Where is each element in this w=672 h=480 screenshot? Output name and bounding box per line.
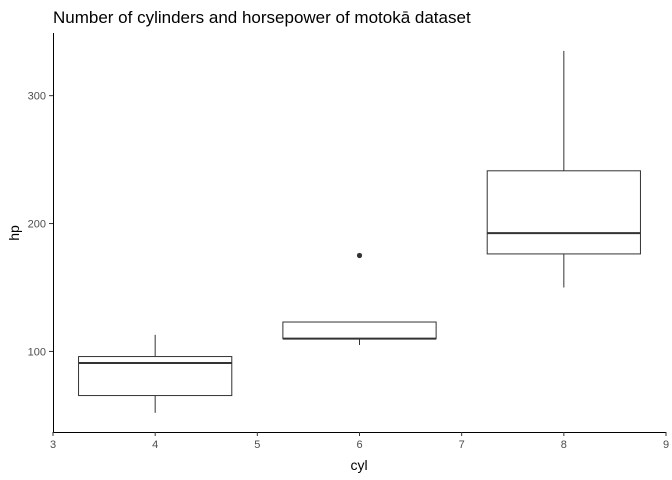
x-axis-ticks: 3 4 5 6 7 8 9 [50, 432, 669, 451]
box [486, 170, 641, 255]
box-group-6 [282, 252, 437, 346]
box [282, 321, 437, 340]
box-group-8 [486, 50, 641, 288]
x-tick-label: 8 [561, 439, 567, 451]
y-tick-label: 200 [28, 219, 46, 231]
y-tick-label: 100 [28, 346, 46, 358]
plot-area [78, 50, 641, 413]
y-axis-ticks: 100 200 300 [28, 91, 53, 358]
x-tick-label: 5 [254, 439, 260, 451]
x-tick-label: 3 [50, 439, 56, 451]
x-tick-label: 6 [356, 439, 362, 451]
box-group-4 [78, 334, 233, 413]
x-axis-title: cyl [350, 457, 367, 473]
y-axis-title: hp [6, 225, 22, 241]
y-tick-label: 300 [28, 91, 46, 103]
x-tick-label: 9 [663, 439, 669, 451]
x-tick-label: 7 [459, 439, 465, 451]
chart-title: Number of cylinders and horsepower of mo… [53, 8, 471, 27]
outlier-point [356, 252, 363, 259]
x-tick-label: 4 [152, 439, 158, 451]
